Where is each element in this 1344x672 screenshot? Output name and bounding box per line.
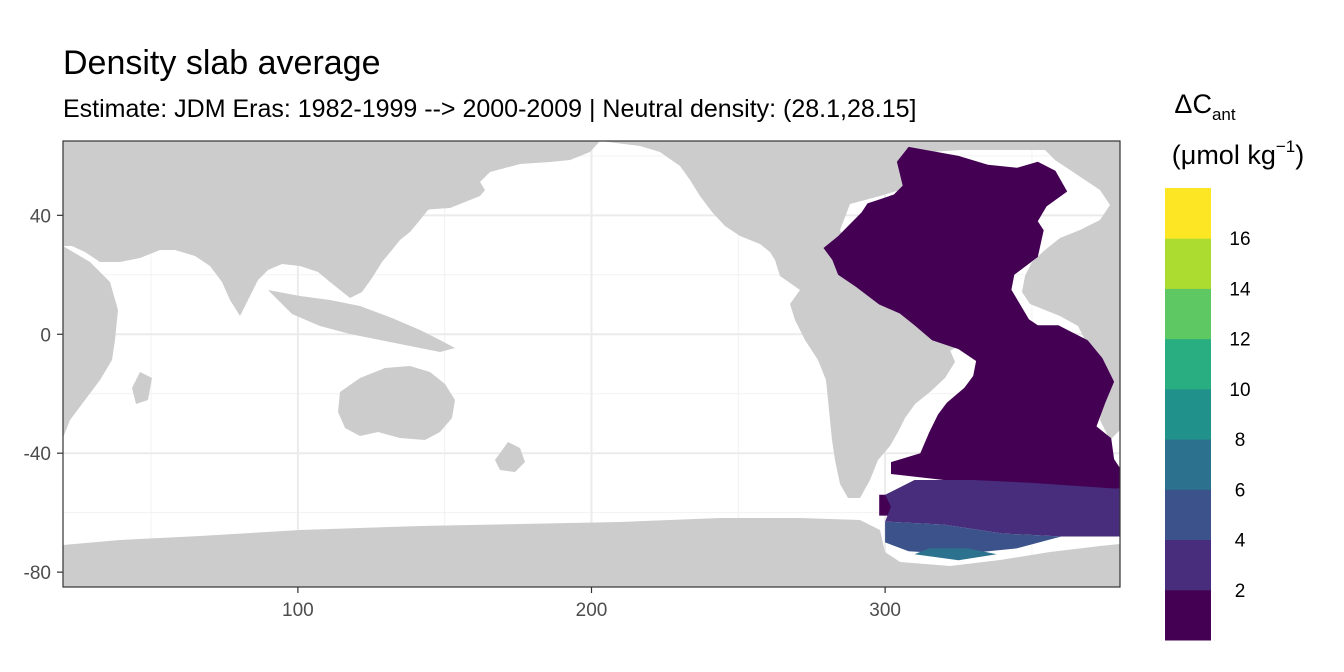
legend-label: 2 bbox=[1235, 581, 1246, 602]
legend-colorbar bbox=[1165, 188, 1211, 641]
y-tick-label: 0 bbox=[40, 325, 51, 346]
legend-label: 4 bbox=[1235, 531, 1246, 552]
region-atlantic-main bbox=[823, 146, 1120, 489]
land-new-zealand bbox=[495, 442, 525, 472]
legend-unit-prefix: (μmol kg bbox=[1172, 140, 1276, 170]
legend-labels: 2 4 6 8 10 12 14 16 bbox=[1229, 229, 1251, 602]
land-australia bbox=[338, 366, 455, 440]
y-tick-label: 40 bbox=[30, 206, 51, 227]
legend-label: 14 bbox=[1229, 279, 1251, 300]
land-antarctica bbox=[63, 518, 1120, 587]
land-madagascar bbox=[132, 372, 152, 404]
land-europe-africa-east bbox=[1022, 141, 1120, 440]
legend-swatch bbox=[1165, 439, 1211, 490]
legend-label: 12 bbox=[1229, 330, 1250, 351]
legend-swatch bbox=[1165, 539, 1211, 591]
land-maritime-continent bbox=[268, 290, 455, 352]
legend-unit-exp: −1 bbox=[1276, 137, 1295, 156]
legend-label: 16 bbox=[1229, 229, 1250, 250]
x-tick-label: 100 bbox=[282, 600, 314, 621]
x-tick-label: 200 bbox=[576, 600, 608, 621]
legend-label: 6 bbox=[1235, 480, 1246, 501]
legend-swatch bbox=[1165, 288, 1211, 340]
x-tick-label: 300 bbox=[869, 600, 901, 621]
legend-swatch bbox=[1165, 489, 1211, 541]
legend-swatch bbox=[1165, 188, 1211, 239]
legend-unit-suffix: ) bbox=[1295, 140, 1304, 170]
land-asia bbox=[63, 141, 600, 316]
legend: ΔCant (μmol kg−1) 2 4 6 8 10 12 14 16 bbox=[1165, 89, 1304, 641]
legend-swatch bbox=[1165, 388, 1211, 440]
region-weddell-sea bbox=[885, 521, 1062, 555]
legend-title: ΔCant bbox=[1174, 89, 1235, 124]
land-masses bbox=[63, 141, 1120, 587]
y-tick-label: -40 bbox=[24, 444, 51, 465]
region-southern-band bbox=[885, 480, 1120, 537]
legend-label: 8 bbox=[1235, 430, 1246, 451]
land-americas-north bbox=[600, 141, 1120, 352]
land-africa-west bbox=[63, 246, 118, 438]
legend-label: 10 bbox=[1229, 380, 1250, 401]
land-south-america bbox=[790, 290, 955, 498]
legend-swatch bbox=[1165, 338, 1211, 390]
chart-subtitle: Estimate: JDM Eras: 1982-1999 --> 2000-2… bbox=[63, 95, 916, 123]
legend-unit: (μmol kg−1) bbox=[1172, 137, 1304, 170]
region-weddell-shelf bbox=[914, 548, 997, 561]
legend-swatch bbox=[1165, 589, 1211, 641]
delta-cant-field bbox=[823, 146, 1120, 561]
map-layer bbox=[63, 141, 1120, 587]
legend-title-sub: ant bbox=[1212, 105, 1236, 124]
legend-swatch bbox=[1165, 238, 1211, 289]
legend-title-main: ΔC bbox=[1174, 89, 1212, 119]
chart-title: Density slab average bbox=[63, 44, 381, 82]
y-tick-label: -80 bbox=[24, 563, 51, 584]
